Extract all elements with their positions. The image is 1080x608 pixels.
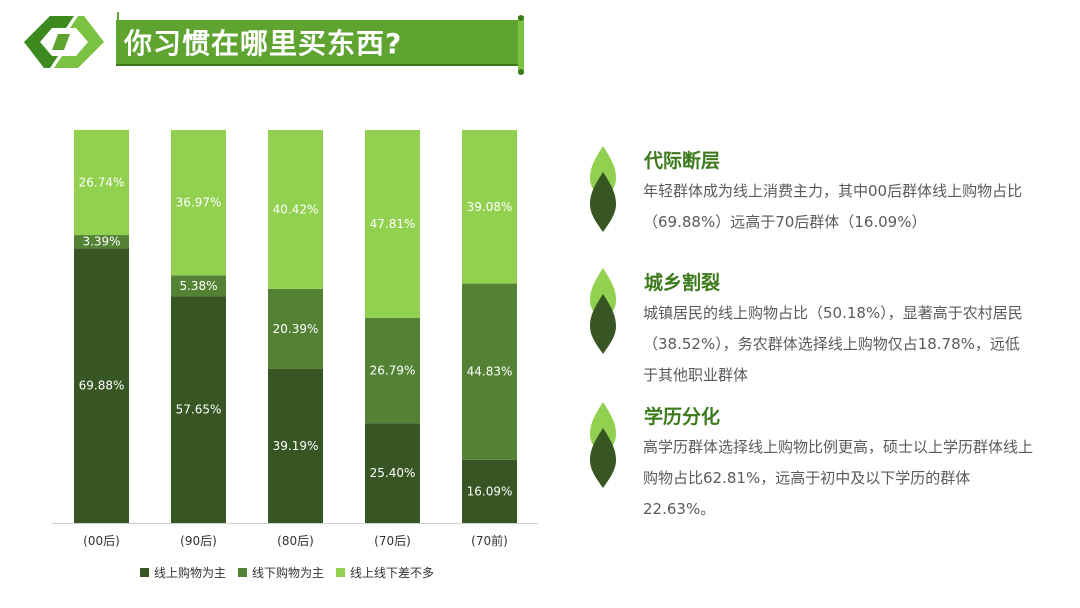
- bar-segment-offline: [74, 235, 129, 249]
- bar-segment-offline: [171, 275, 226, 297]
- green-leaf-diamond-icon: [590, 402, 616, 488]
- data-label-no-diff: 39.08%: [467, 200, 513, 214]
- bar-segment-online: [74, 248, 129, 524]
- data-label-online: 69.88%: [79, 379, 125, 393]
- legend-item-no-diff: 线上线下差不多: [336, 564, 434, 581]
- data-label-no-diff: 40.42%: [273, 202, 319, 216]
- legend-item-online: 线上购物为主: [140, 564, 226, 581]
- bar-segment-no-diff: [462, 130, 517, 284]
- bar-segment-no-diff: [268, 130, 323, 289]
- chart-legend: 线上购物为主 线下购物为主 线上线下差不多: [140, 563, 434, 581]
- green-leaf-diamond-icon: [590, 146, 616, 232]
- data-label-no-diff: 47.81%: [370, 217, 416, 231]
- data-label-offline: 44.83%: [467, 365, 513, 379]
- data-label-offline: 3.39%: [82, 235, 120, 249]
- interlocking-s-logo-icon: [24, 16, 104, 68]
- bar-segment-offline: [365, 317, 420, 424]
- scroll-end-decoration: [518, 15, 524, 75]
- insight-text: 年轻群体成为线上消费主力，其中00后群体线上购物占比（69.88%）远高于70后…: [643, 182, 1023, 231]
- bar-segment-no-diff: [74, 129, 129, 236]
- x-tick-label: (70前): [471, 533, 508, 548]
- legend-swatch-online: [140, 567, 149, 577]
- insight-title: 学历分化: [644, 406, 721, 428]
- data-label-no-diff: 36.97%: [176, 196, 222, 210]
- insight-text: 高学历群体选择线上购物比例更高，硕士以上学历群体线上购物占比62.81%，远高于…: [643, 438, 1034, 518]
- data-label-offline: 26.79%: [370, 364, 416, 378]
- data-label-offline: 20.39%: [273, 322, 319, 336]
- green-leaf-diamond-icon: [590, 268, 616, 354]
- stacked-bar-chart: 69.88% 3.39% 26.74% (00后) 57.65% 5.38% 36.97% (…: [52, 129, 538, 548]
- bar-segment-offline: [268, 288, 323, 369]
- bar-segment-no-diff: [171, 130, 226, 276]
- legend-swatch-no-diff: [336, 567, 346, 577]
- data-label-online: 25.40%: [370, 466, 416, 480]
- insight-title: 代际断层: [644, 150, 721, 172]
- legend-label-online: 线上购物为主: [154, 565, 227, 580]
- x-tick-label: (00后): [83, 534, 120, 548]
- banner-tick-left: [117, 12, 119, 22]
- bar-segment-no-diff: [365, 130, 420, 318]
- page-title: 你习惯在哪里买东西?: [124, 27, 403, 60]
- insight-text: 城镇居民的线上购物占比（50.18%），显著高于农村居民（38.52%），务农群…: [643, 304, 1023, 384]
- data-label-online: 57.65%: [176, 403, 222, 417]
- bar-segment-online: [171, 296, 226, 523]
- legend-swatch-offline: [238, 567, 248, 577]
- legend-item-offline: 线下购物为主: [238, 564, 324, 581]
- x-tick-label: (90后): [180, 534, 217, 548]
- bar-segment-online: [365, 423, 420, 523]
- x-tick-label: (80后): [277, 534, 314, 548]
- data-label-online: 16.09%: [467, 484, 513, 498]
- insight-title: 城乡割裂: [644, 272, 721, 294]
- legend-label-no-diff: 线上线下差不多: [350, 565, 435, 580]
- legend-label-offline: 线下购物为主: [252, 565, 325, 580]
- bar-segment-offline: [462, 283, 517, 460]
- data-label-online: 39.19%: [273, 439, 319, 453]
- bar-segment-online: [268, 368, 323, 523]
- x-tick-label: (70后): [374, 534, 411, 548]
- data-label-no-diff: 26.74%: [79, 176, 125, 190]
- bar-segment-online: [462, 459, 517, 523]
- title-banner: [116, 20, 524, 66]
- data-label-offline: 5.38%: [179, 279, 217, 293]
